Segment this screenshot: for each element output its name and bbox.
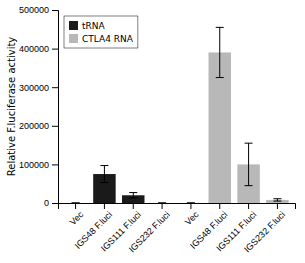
y-tick: 500000 — [19, 5, 58, 15]
x-axis-line — [59, 204, 296, 210]
bar — [180, 203, 202, 204]
y-tick-mark — [52, 164, 58, 165]
error-bar — [158, 203, 166, 204]
legend-swatch — [69, 34, 78, 43]
marks — [72, 27, 289, 203]
plot: 0 100000 200000 300000 400000 500000 VecIGS48 … — [19, 5, 296, 254]
y-tick-mark — [52, 49, 58, 50]
error-bar — [129, 193, 137, 198]
x-tick-mark — [248, 203, 249, 209]
x-tick: Vec — [183, 203, 201, 227]
x-tick-mark — [190, 203, 191, 209]
y-tick-label: 500000 — [19, 5, 49, 15]
x-tick: Vec — [68, 203, 86, 227]
y-tick-mark — [52, 203, 58, 204]
series — [187, 27, 289, 203]
y-tick: 0 — [44, 198, 58, 208]
y-tick-label: 100000 — [19, 160, 49, 170]
error-bar — [187, 203, 195, 204]
legend-label: CTLA4 RNA — [82, 34, 134, 44]
error-bar — [273, 199, 281, 201]
error-bar — [216, 27, 224, 77]
x-tick: IGS232 F.luci — [242, 203, 287, 254]
x-tick-mark — [133, 203, 134, 209]
x-tick: IGS232 F.luci — [127, 203, 172, 254]
bar — [64, 203, 86, 204]
bar — [151, 203, 173, 204]
chart: 0 100000 200000 300000 400000 500000 VecIGS48 … — [0, 0, 305, 263]
y-tick: 100000 — [19, 160, 58, 170]
x-axis: VecIGS48 F.luciIGS111 F.luciIGS232 F.luc… — [59, 203, 296, 254]
x-tick-label: Vec — [183, 209, 201, 227]
x-tick-mark — [104, 203, 105, 209]
error-bar — [100, 166, 108, 183]
y-tick-label: 0 — [44, 198, 49, 208]
x-tick-mark — [162, 203, 163, 209]
y-axis-title: Relative F.luciferase activity — [6, 37, 17, 177]
error-bar — [245, 143, 253, 185]
legend: tRNA CTLA4 RNA — [64, 16, 138, 48]
x-tick-mark — [277, 203, 278, 209]
x-tick-label: Vec — [68, 209, 86, 227]
legend-item: CTLA4 RNA — [69, 34, 134, 44]
y-tick-mark — [52, 126, 58, 127]
y-tick-label: 300000 — [19, 83, 49, 93]
y-tick: 400000 — [19, 44, 58, 54]
x-tick-mark — [219, 203, 220, 209]
y-tick: 300000 — [19, 83, 58, 93]
error-bar — [72, 203, 80, 204]
y-tick: 200000 — [19, 121, 58, 131]
x-tick-label: IGS232 F.luci — [127, 209, 172, 254]
legend-label: tRNA — [82, 21, 106, 31]
y-tick-mark — [52, 10, 58, 11]
y-tick-mark — [52, 87, 58, 88]
x-tick-label: IGS232 F.luci — [242, 209, 287, 254]
y-axis-line — [52, 11, 59, 204]
y-axis: 0 100000 200000 300000 400000 500000 — [19, 5, 59, 208]
legend-item: tRNA — [69, 21, 106, 31]
legend-frame — [64, 16, 138, 48]
y-tick-label: 400000 — [19, 44, 49, 54]
legend-swatch — [69, 21, 78, 30]
x-tick-mark — [75, 203, 76, 209]
y-tick-label: 200000 — [19, 121, 49, 131]
series — [72, 166, 166, 203]
